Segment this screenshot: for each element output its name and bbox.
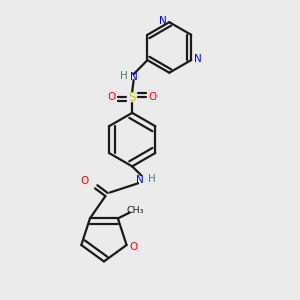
Text: H: H — [120, 71, 128, 81]
Text: CH₃: CH₃ — [126, 206, 144, 214]
Text: N: N — [136, 175, 144, 185]
Text: O: O — [148, 92, 157, 102]
Text: H: H — [148, 174, 156, 184]
Text: O: O — [130, 242, 138, 251]
Text: S: S — [128, 91, 136, 103]
Text: N: N — [194, 54, 202, 64]
Text: N: N — [130, 72, 138, 82]
Text: N: N — [159, 16, 167, 26]
Text: O: O — [81, 176, 89, 186]
Text: O: O — [108, 92, 116, 102]
